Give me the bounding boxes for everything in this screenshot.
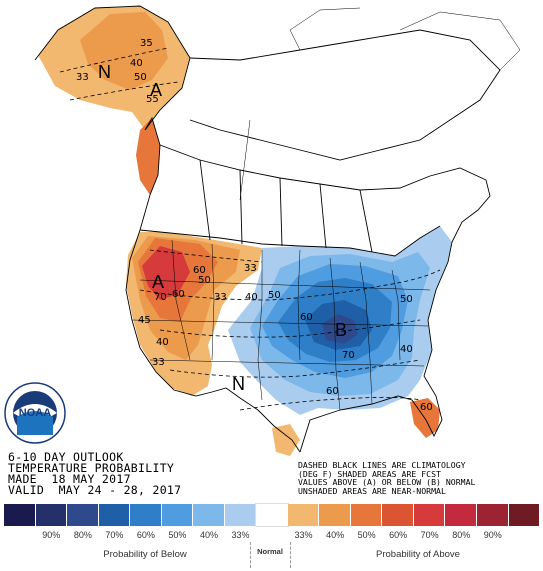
country-outlines <box>34 5 501 453</box>
outlook-title: 6-10 DAY OUTLOOK <box>8 450 124 464</box>
contour-labels: 35 40 33 50 55 60 50 33 60 33 40 50 70 4… <box>76 38 433 413</box>
contour-label: 50 <box>198 275 211 286</box>
note-line: VALUES ABOVE (A) OR BELOW (B) NORMAL <box>298 477 476 488</box>
contour-label: 33 <box>244 263 257 274</box>
legend-swatch <box>287 504 320 526</box>
bc-coast-region <box>136 118 160 195</box>
probability-above-label: Probability of Above <box>376 549 460 560</box>
legend-tick-label: 80% <box>73 530 92 540</box>
legend-tick-label <box>256 530 288 542</box>
note-line: DASHED BLACK LINES ARE CLIMATOLOGY <box>298 460 466 470</box>
contour-label: 35 <box>140 38 153 49</box>
legend-swatch <box>382 504 414 526</box>
legend-swatch <box>161 504 194 526</box>
contour-label: 40 <box>245 292 258 303</box>
outlook-map: 35 40 33 50 55 60 50 33 60 33 40 50 70 4… <box>34 5 521 456</box>
contour-label: 50 <box>268 290 281 301</box>
alaska-darker-region <box>80 12 168 90</box>
legend-swatch <box>413 504 446 526</box>
note-line: (DEG F) SHADED AREAS ARE FCST <box>298 468 441 479</box>
east-below-deep <box>322 314 358 344</box>
legend-swatch <box>255 503 289 527</box>
normal-label: Normal <box>257 547 283 556</box>
legend-tick-label: 33% <box>231 530 250 540</box>
contour-label: 60 <box>326 386 339 397</box>
probability-legend-bar <box>4 503 541 527</box>
contour-label: 55 <box>146 94 159 105</box>
contour-label: 40 <box>400 344 413 355</box>
contour-label: 40 <box>156 337 169 348</box>
legend-tick-label: 40% <box>199 530 218 540</box>
climatology-contours <box>59 47 441 411</box>
noaa-logo-icon: NOAA <box>4 382 66 444</box>
legend-swatch <box>4 504 36 526</box>
legend-tick-label <box>509 530 541 542</box>
legend-swatch <box>319 504 351 526</box>
contour-label: 60 <box>172 289 185 300</box>
legend-tick-label: 60% <box>389 530 408 540</box>
legend-swatch <box>350 504 383 526</box>
normal-divider-right <box>290 542 291 568</box>
legend-tick-label: 90% <box>483 530 502 540</box>
contour-label: 70 <box>342 350 355 361</box>
legend-swatch <box>35 504 68 526</box>
legend-tick-label: 80% <box>452 530 471 540</box>
contour-label: 60 <box>420 402 433 413</box>
legend-tick-label: 90% <box>42 530 61 540</box>
legend-tick-label: 50% <box>168 530 187 540</box>
legend-swatch <box>98 504 131 526</box>
legend-tick-label: 33% <box>294 530 313 540</box>
outlook-title-block: 6-10 DAY OUTLOOK TEMPERATURE PROBABILITY… <box>8 450 208 497</box>
contour-label: 33 <box>76 72 89 83</box>
legend-swatch <box>130 504 162 526</box>
contour-label: 33 <box>214 292 227 303</box>
svg-text:NOAA: NOAA <box>19 407 51 419</box>
contour-label: 40 <box>130 58 143 69</box>
west-a-letter: A <box>152 272 164 292</box>
normal-divider-left <box>250 542 251 568</box>
west-above-center <box>142 246 190 300</box>
contour-label: 60 <box>300 312 313 323</box>
map-notes: DASHED BLACK LINES ARE CLIMATOLOGY (DEG … <box>298 461 538 495</box>
alaska-n-letter: N <box>98 62 111 82</box>
valid-dates: VALID MAY 24 - 28, 2017 <box>8 483 182 497</box>
legend-swatch <box>224 504 257 526</box>
legend-swatch <box>445 504 477 526</box>
legend-swatch <box>476 504 509 526</box>
contour-label: 33 <box>152 357 165 368</box>
contour-label: 50 <box>134 72 147 83</box>
legend-swatch <box>508 504 541 526</box>
alaska-a-letter: A <box>150 80 162 100</box>
probability-below-label: Probability of Below <box>103 549 187 560</box>
contour-label: 45 <box>138 315 151 326</box>
outlook-subtitle: TEMPERATURE PROBABILITY <box>8 461 175 475</box>
legend-tick-label <box>4 530 36 542</box>
made-date: MADE 18 MAY 2017 <box>8 472 131 486</box>
legend-tick-label: 60% <box>136 530 155 540</box>
note-line: UNSHADED AREAS ARE NEAR-NORMAL <box>298 485 446 496</box>
legend-swatch <box>67 504 99 526</box>
texas-above-region <box>272 424 300 456</box>
contour-label: 70 <box>154 292 167 303</box>
south-n-letter: N <box>232 374 245 394</box>
legend-tick-label: 40% <box>326 530 345 540</box>
east-b-letter: B <box>335 320 347 340</box>
contour-label: 50 <box>400 294 413 305</box>
legend-tick-label: 50% <box>357 530 376 540</box>
state-outlines <box>131 7 521 411</box>
contour-label: 60 <box>193 265 206 276</box>
legend-swatch <box>193 504 225 526</box>
probability-legend-labels: 90% 80% 70% 60% 50% 40% 33% 33% 40% 50% 60% 70% 80% 9… <box>4 530 540 542</box>
legend-tick-label: 70% <box>105 530 124 540</box>
legend-tick-label: 70% <box>420 530 439 540</box>
